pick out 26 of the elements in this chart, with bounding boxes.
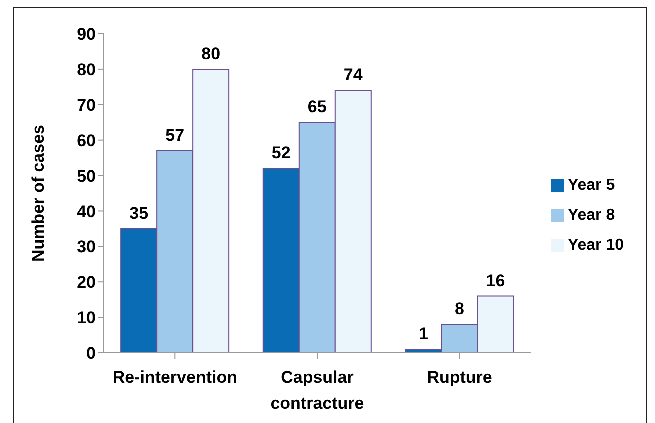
y-tick-label: 0 bbox=[86, 344, 96, 364]
data-label: 8 bbox=[454, 300, 464, 319]
data-label: 80 bbox=[202, 44, 221, 64]
y-tick-label: 90 bbox=[77, 25, 96, 44]
y-tick-label: 50 bbox=[77, 166, 96, 186]
legend-label: Year 5 bbox=[568, 176, 616, 194]
y-tick-label: 80 bbox=[77, 60, 96, 80]
y-tick-label: 70 bbox=[77, 96, 96, 115]
x-tick-label: Rupture bbox=[427, 368, 492, 387]
legend-label: Year 8 bbox=[568, 206, 616, 224]
legend-label: Year 10 bbox=[568, 236, 624, 254]
y-tick-label: 60 bbox=[77, 131, 96, 150]
data-label: 16 bbox=[486, 271, 506, 290]
data-label: 1 bbox=[418, 324, 428, 344]
data-label: 57 bbox=[166, 126, 185, 145]
data-label: 35 bbox=[130, 204, 149, 223]
x-tick-label: Re-intervention bbox=[112, 368, 238, 387]
y-tick-label: 20 bbox=[77, 273, 96, 292]
y-tick-label: 40 bbox=[77, 202, 96, 222]
data-label: 52 bbox=[272, 144, 291, 163]
data-label: 65 bbox=[308, 98, 327, 117]
data-label: 74 bbox=[344, 66, 364, 85]
y-tick-label: 10 bbox=[77, 308, 96, 328]
y-tick-label: 30 bbox=[77, 238, 96, 257]
y-axis-title: Number of cases bbox=[29, 125, 48, 262]
x-tick-label: Capsular contracture bbox=[270, 368, 364, 413]
